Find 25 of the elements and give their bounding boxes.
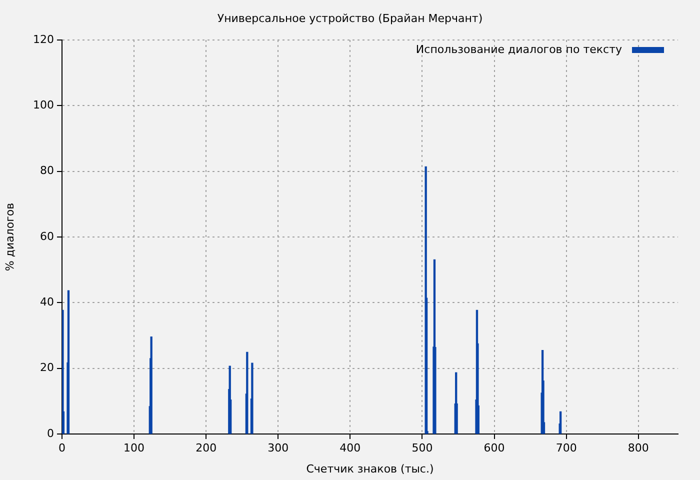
chart-title: Универсальное устройство (Брайан Мерчант) <box>217 12 483 25</box>
x-tick-label: 300 <box>268 441 289 454</box>
legend-label: Использование диалогов по тексту <box>416 42 622 56</box>
y-tick-label: 120 <box>33 32 54 46</box>
x-tick-label: 400 <box>340 441 361 454</box>
x-tick-label: 600 <box>484 441 505 454</box>
bar <box>559 411 562 434</box>
x-tick-label: 0 <box>58 441 66 454</box>
bar <box>246 352 248 434</box>
x-tick-label: 500 <box>412 441 433 454</box>
y-tick-label: 100 <box>33 98 54 112</box>
x-tick-label: 200 <box>196 441 217 454</box>
x-axis-title: Счетчик знаков (тыс.) <box>306 462 434 476</box>
bar <box>150 336 152 434</box>
x-tick-label: 700 <box>556 441 577 454</box>
y-axis-title: % диалогов <box>3 202 16 272</box>
bar <box>67 290 70 434</box>
x-tick-label: 800 <box>628 441 649 454</box>
y-tick-label: 40 <box>40 296 54 309</box>
y-tick-label: 20 <box>40 361 54 374</box>
y-tick-label: 0 <box>47 426 54 440</box>
y-tick-label: 80 <box>40 164 54 178</box>
x-tick-label: 100 <box>124 441 145 454</box>
y-tick-label: 60 <box>40 230 54 243</box>
bar <box>251 362 254 434</box>
